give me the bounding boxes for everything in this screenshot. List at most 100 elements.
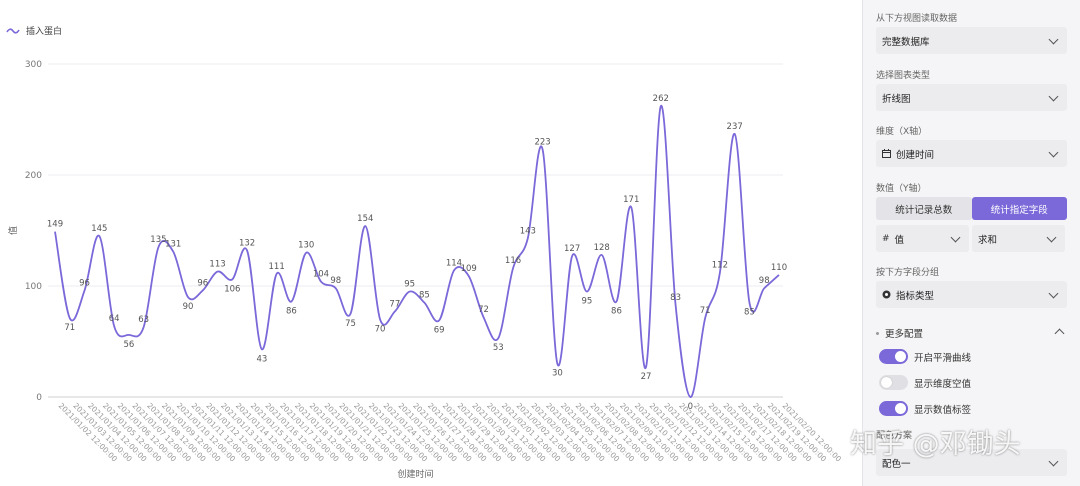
data-label: 75 xyxy=(345,319,356,329)
dimension-select[interactable]: 创建时间 xyxy=(876,140,1067,167)
more-config-label: 更多配置 xyxy=(885,329,924,340)
data-source-label: 从下方视图读取数据 xyxy=(876,14,958,24)
more-config-header[interactable]: 更多配置 xyxy=(876,326,1067,340)
data-label: 96 xyxy=(197,278,208,288)
data-source-value: 完整数据库 xyxy=(882,36,930,48)
data-label: 127 xyxy=(564,244,580,254)
data-label: 113 xyxy=(209,260,225,270)
data-label: 262 xyxy=(653,94,669,104)
data-label: 71 xyxy=(64,323,75,333)
chevron-down-icon xyxy=(1048,288,1059,299)
data-label: 69 xyxy=(434,325,445,335)
data-label: 27 xyxy=(641,372,652,382)
field-stat-button[interactable]: 统计指定字段 xyxy=(971,197,1067,220)
chevron-down-icon xyxy=(950,232,961,243)
chart-type-select[interactable]: 折线图 xyxy=(876,84,1067,111)
data-label: 77 xyxy=(389,300,400,310)
chart-area: 插入蛋白 0 100 200 300 值创建时间 149 2021/01/02 12:00:… xyxy=(6,24,843,480)
data-label: 72 xyxy=(478,305,489,315)
data-label: 149 xyxy=(47,220,63,230)
config-panel: 从下方视图读取数据 完整数据库 选择图表类型 折线图 维度（X轴） 创建时间 数… xyxy=(862,0,1080,486)
dimension-value: 创建时间 xyxy=(896,149,935,161)
data-label: 154 xyxy=(357,214,373,224)
group-select[interactable]: 指标类型 xyxy=(876,281,1067,308)
stat-mode-toggle: 统计记录总数 统计指定字段 xyxy=(876,197,1067,220)
chart-type-label: 选择图表类型 xyxy=(876,71,931,81)
data-label: 95 xyxy=(404,280,415,290)
aggregate-value: 求和 xyxy=(978,234,998,246)
palette-label: 配色方案 xyxy=(876,431,913,441)
chevron-down-icon xyxy=(1048,147,1059,158)
data-label: 114 xyxy=(446,258,462,268)
data-label: 53 xyxy=(493,343,504,353)
data-source-select[interactable]: 完整数据库 xyxy=(876,27,1067,54)
data-label: 111 xyxy=(269,262,285,272)
chart-type-value: 折线图 xyxy=(882,93,911,105)
data-label: 143 xyxy=(520,226,536,236)
data-label: 110 xyxy=(771,263,787,273)
palette-select[interactable]: 配色一 xyxy=(876,449,1067,476)
aggregate-select[interactable]: 求和 xyxy=(972,225,1065,252)
data-label: 130 xyxy=(298,241,314,251)
smooth-curve-label: 开启平滑曲线 xyxy=(914,352,972,364)
show-empty-row: 显示维度空值 xyxy=(879,375,971,390)
data-label: 112 xyxy=(712,261,728,271)
data-label: 131 xyxy=(165,240,181,250)
data-label: 223 xyxy=(534,137,550,147)
data-label: 83 xyxy=(670,293,681,303)
data-label: 86 xyxy=(286,307,297,317)
value-labels-row: 显示数值标签 xyxy=(879,401,971,416)
count-records-button[interactable]: 统计记录总数 xyxy=(876,197,972,220)
chevron-down-icon xyxy=(1048,456,1059,467)
data-label: 0 xyxy=(688,402,693,412)
y-tick-label: 200 xyxy=(25,171,42,181)
wave-icon xyxy=(6,27,20,34)
data-label: 98 xyxy=(759,276,770,286)
data-label: 43 xyxy=(256,354,267,364)
data-label: 135 xyxy=(150,235,166,245)
value-labels-toggle[interactable] xyxy=(879,401,908,416)
field-select[interactable]: # 值 xyxy=(876,225,969,252)
data-label: 95 xyxy=(582,297,593,307)
smooth-curve-toggle[interactable] xyxy=(879,349,908,364)
dimension-label: 维度（X轴） xyxy=(876,127,928,137)
data-label: 145 xyxy=(91,224,107,234)
data-label: 237 xyxy=(727,122,743,132)
bullet-icon xyxy=(876,331,879,335)
group-value: 指标类型 xyxy=(896,290,935,302)
smooth-curve-row: 开启平滑曲线 xyxy=(879,349,971,364)
data-label: 109 xyxy=(461,264,477,274)
value-axis-label: 数值（Y轴） xyxy=(876,184,927,194)
data-label: 86 xyxy=(611,307,622,317)
watermark: 知乎 @邓锄头 xyxy=(850,429,1021,460)
y-axis-title: 值 xyxy=(7,226,19,235)
value-labels-label: 显示数值标签 xyxy=(914,404,972,416)
data-label: 132 xyxy=(239,238,255,248)
y-tick-label: 0 xyxy=(36,393,42,403)
x-axis-title: 创建时间 xyxy=(397,468,433,480)
y-tick-label: 300 xyxy=(25,60,42,70)
data-label: 104 xyxy=(313,270,329,280)
field-value: 值 xyxy=(894,234,905,246)
show-empty-toggle[interactable] xyxy=(879,375,908,390)
legend[interactable]: 插入蛋白 xyxy=(6,24,62,37)
chevron-up-icon xyxy=(1054,328,1065,339)
series-line xyxy=(54,105,780,398)
data-label: 30 xyxy=(552,369,563,379)
show-empty-label: 显示维度空值 xyxy=(914,378,972,390)
y-tick-label: 100 xyxy=(25,282,42,292)
data-label: 71 xyxy=(700,306,711,316)
chevron-down-icon xyxy=(1048,34,1059,45)
group-label: 按下方字段分组 xyxy=(876,268,940,278)
circle-dot-icon xyxy=(882,290,891,299)
data-label: 85 xyxy=(419,291,430,301)
data-label: 56 xyxy=(123,340,134,350)
legend-label: 插入蛋白 xyxy=(26,27,63,37)
data-label: 63 xyxy=(138,315,149,325)
data-label: 171 xyxy=(623,195,639,205)
chevron-down-icon xyxy=(1048,91,1059,102)
data-label: 90 xyxy=(183,302,194,312)
data-label: 106 xyxy=(224,284,240,294)
data-label: 116 xyxy=(505,256,521,266)
